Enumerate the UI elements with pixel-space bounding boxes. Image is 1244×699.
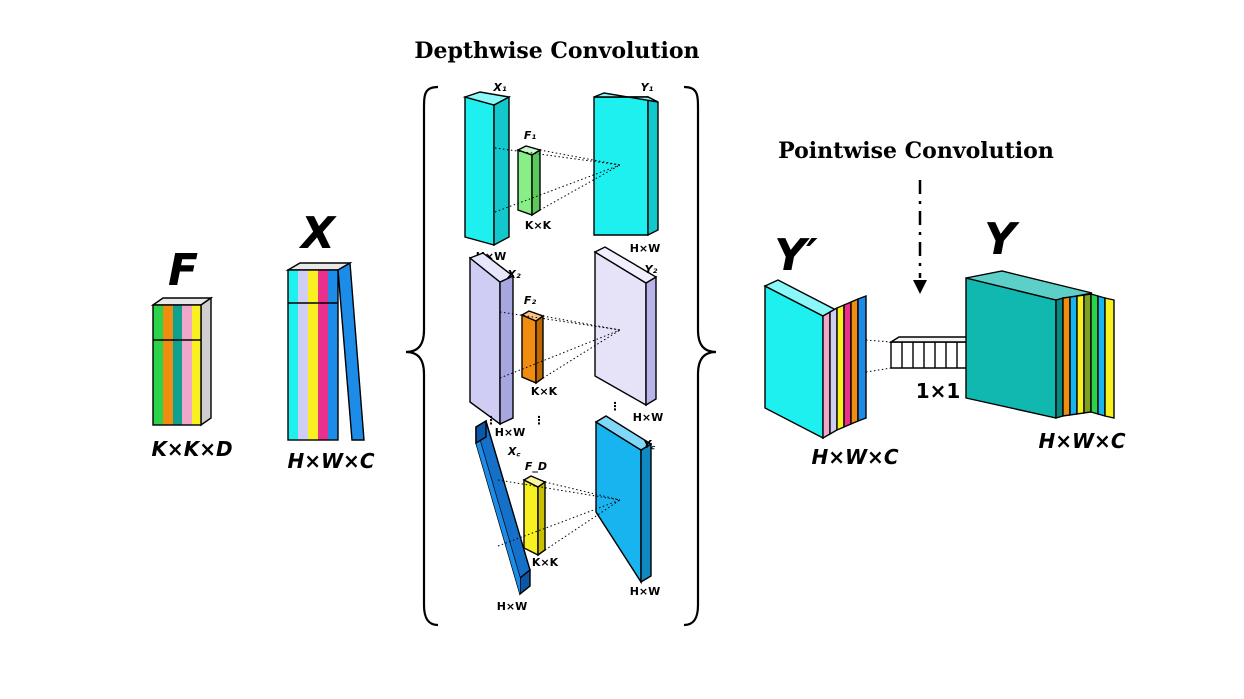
y1-slice xyxy=(593,96,649,236)
f2-kernel xyxy=(521,313,537,385)
x2-slice xyxy=(469,256,501,426)
x1-slice xyxy=(464,96,495,246)
depthwise-title: Depthwise Convolution xyxy=(414,38,699,64)
f2-label: F₂ xyxy=(524,294,537,307)
output-dims: H×W×C xyxy=(1039,429,1126,453)
filter-dims: K×K×D xyxy=(151,437,232,461)
left-brace xyxy=(405,85,439,627)
input-block: X H×W×C xyxy=(285,208,375,473)
f1-kernel xyxy=(517,149,533,216)
x2-label: X₂ xyxy=(506,268,520,281)
fd-dims: K×K xyxy=(532,556,559,569)
yc-label: Y꜀ xyxy=(643,438,656,451)
pointwise-kernel-size: 1×1 xyxy=(916,379,961,403)
pointwise-title: Pointwise Convolution xyxy=(778,138,1054,164)
fd-label: F_D xyxy=(525,460,547,473)
x2-dims: H×W xyxy=(495,426,526,439)
f1-label: F₁ xyxy=(524,129,537,142)
depthwise-row-1: X₁ H×W F₁ K×K Y₁ H×W xyxy=(462,81,661,263)
mid-output-dims: H×W×C xyxy=(812,445,899,469)
depthwise-row-3: X꜀ H×W F_D K×K Y꜀ H×W xyxy=(475,415,661,613)
y2-dims: H×W xyxy=(633,411,664,424)
mid-output-block: Y′ H×W×C xyxy=(763,230,899,469)
yc-dims: H×W xyxy=(630,585,661,598)
fd-kernel xyxy=(523,478,539,557)
output-block: Y H×W×C xyxy=(965,214,1126,453)
f1-dims: K×K xyxy=(525,219,552,232)
xc-label: X꜀ xyxy=(507,445,521,458)
depthwise-row-2: X₂ H×W ⋮ F₂ K×K ⋮ Y₂ H×W ⋮ xyxy=(468,246,664,439)
right-brace xyxy=(683,85,717,627)
filter-label: F xyxy=(168,245,198,296)
x1-label: X₁ xyxy=(492,81,506,94)
ellipsis-y: ⋮ xyxy=(610,400,621,413)
filter-block: F K×K×D xyxy=(150,245,233,461)
xc-dims: H×W xyxy=(497,600,528,613)
y2-label: Y₂ xyxy=(645,263,658,276)
ellipsis-f: ⋮ xyxy=(534,414,545,427)
ellipsis-x: ⋮ xyxy=(486,414,497,427)
output-label: Y xyxy=(984,214,1020,265)
y1-label: Y₁ xyxy=(641,81,654,94)
y1-dims: H×W xyxy=(630,242,661,255)
mid-output-label: Y′ xyxy=(774,230,818,281)
f2-dims: K×K xyxy=(531,385,558,398)
input-label: X xyxy=(298,208,337,259)
input-dims: H×W×C xyxy=(288,449,375,473)
